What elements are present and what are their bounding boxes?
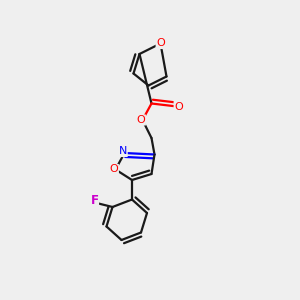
Text: O: O	[110, 164, 118, 175]
Text: O: O	[174, 101, 183, 112]
Text: O: O	[156, 38, 165, 49]
Text: N: N	[119, 146, 127, 157]
Text: F: F	[91, 194, 98, 208]
Text: O: O	[136, 115, 146, 125]
